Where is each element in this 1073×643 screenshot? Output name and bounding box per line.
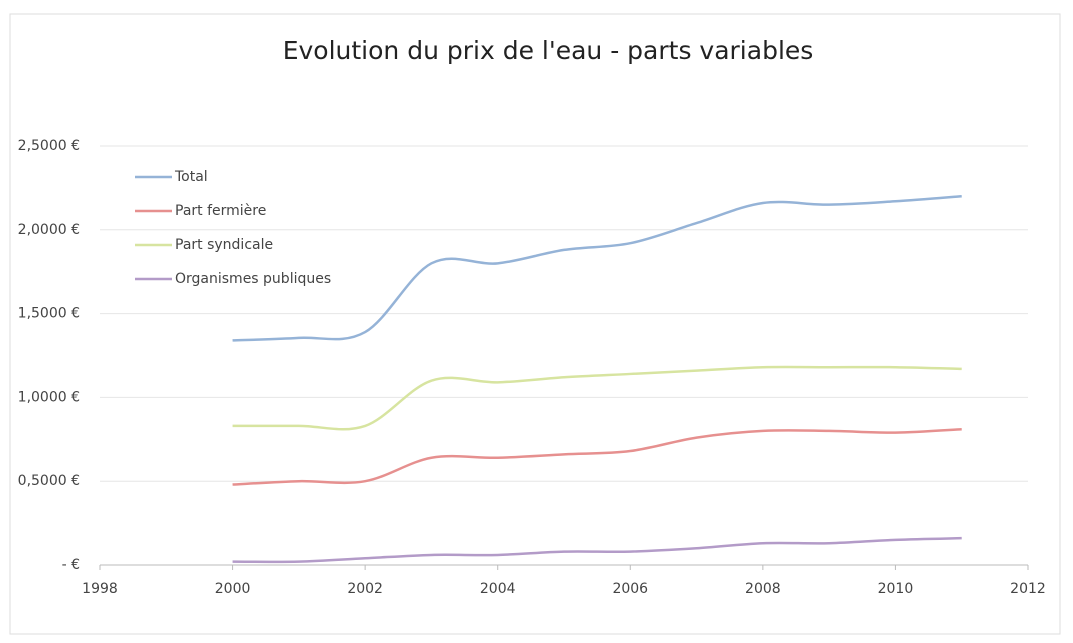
x-tick-label: 2000	[215, 581, 251, 597]
x-tick-label: 2004	[480, 581, 516, 597]
line	[232, 427, 962, 486]
x-tick-label: 2002	[347, 581, 383, 597]
y-tick-label: - €	[62, 557, 80, 573]
x-tick-label: 2012	[1010, 581, 1046, 597]
line	[232, 536, 962, 564]
y-tick-label: 1,0000 €	[18, 389, 80, 405]
line	[232, 195, 962, 342]
legend-label: Total	[174, 169, 208, 185]
x-tick-label: 2010	[878, 581, 914, 597]
y-tick-label: 1,5000 €	[18, 306, 80, 322]
x-tick-label: 2006	[612, 581, 648, 597]
y-tick-label: 2,5000 €	[18, 138, 80, 154]
legend-label: Part syndicale	[175, 237, 273, 253]
y-tick-label: 0,5000 €	[18, 473, 80, 489]
line	[232, 365, 962, 431]
x-tick-label: 2008	[745, 581, 781, 597]
legend-label: Organismes publiques	[175, 271, 331, 287]
chart-title: Evolution du prix de l'eau - parts varia…	[283, 36, 814, 65]
y-tick-label: 2,0000 €	[18, 222, 80, 238]
chart-frame	[9, 13, 1061, 635]
legend-label: Part fermière	[175, 203, 266, 219]
x-tick-label: 1998	[82, 581, 118, 597]
